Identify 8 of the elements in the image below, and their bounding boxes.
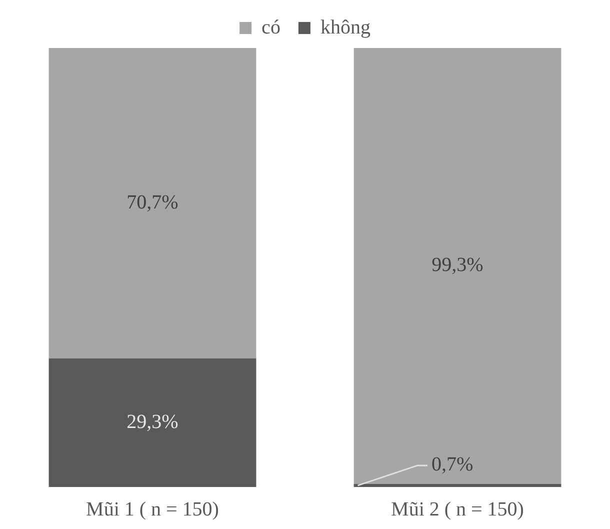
data-label: 70,7% (126, 191, 178, 214)
legend-label: không (320, 16, 370, 38)
data-label: 99,3% (432, 254, 484, 276)
data-label: 0,7% (432, 454, 474, 476)
x-tick-label: Mũi 1 ( n = 150) (86, 498, 219, 520)
data-label: 29,3% (126, 410, 178, 433)
x-tick-label: Mũi 2 ( n = 150) (391, 498, 524, 520)
legend-label: có (262, 16, 280, 38)
